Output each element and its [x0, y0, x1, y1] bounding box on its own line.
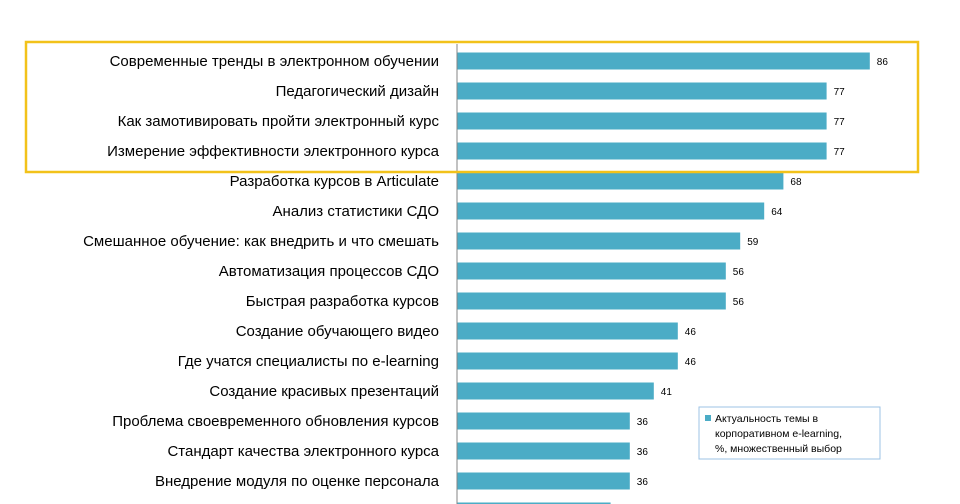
legend-label-line-2: %, множественный выбор	[715, 443, 842, 455]
value-label-6: 59	[747, 237, 759, 248]
value-label-12: 36	[637, 417, 649, 428]
category-label-4: Разработка курсов в Articulate	[230, 173, 439, 190]
value-label-8: 56	[733, 297, 745, 308]
bar-7	[457, 262, 726, 280]
category-label-11: Создание красивых презентаций	[209, 383, 439, 400]
value-label-13: 36	[637, 447, 649, 458]
value-label-9: 46	[685, 327, 697, 338]
category-label-8: Быстрая разработка курсов	[246, 293, 439, 310]
category-label-9: Создание обучающего видео	[236, 323, 439, 340]
bar-10	[457, 352, 678, 370]
category-label-1: Педагогический дизайн	[276, 83, 439, 100]
value-label-14: 36	[637, 477, 649, 488]
value-label-2: 77	[834, 117, 846, 128]
legend-box	[698, 406, 881, 460]
bar-12	[457, 412, 630, 430]
value-label-1: 77	[834, 87, 846, 98]
bar-13	[457, 442, 630, 460]
legend-marker	[705, 415, 711, 421]
category-label-2: Как замотивировать пройти электронный ку…	[118, 113, 440, 130]
bar-9	[457, 322, 678, 340]
category-label-10: Где учатся специалисты по e-learning	[178, 353, 439, 370]
value-label-7: 56	[733, 267, 745, 278]
bar-14	[457, 472, 630, 490]
bar-2	[457, 112, 827, 130]
value-label-11: 41	[661, 387, 673, 398]
value-label-4: 68	[790, 177, 802, 188]
legend-label-line-0: Актуальность темы в	[715, 413, 819, 425]
bar-1	[457, 82, 827, 100]
category-label-3: Измерение эффективности электронного кур…	[107, 143, 440, 160]
category-label-0: Современные тренды в электронном обучени…	[110, 53, 439, 70]
value-label-0: 86	[877, 57, 889, 68]
bar-3	[457, 142, 827, 160]
category-label-5: Анализ статистики СДО	[273, 203, 439, 220]
highlight-frame	[24, 40, 920, 174]
bar-4	[457, 172, 784, 190]
bar-0	[457, 52, 870, 70]
bar-6	[457, 232, 741, 250]
category-label-14: Внедрение модуля по оценке персонала	[155, 473, 440, 490]
bar-8	[457, 292, 726, 310]
value-label-5: 64	[771, 207, 783, 218]
category-label-13: Стандарт качества электронного курса	[167, 443, 439, 460]
category-label-12: Проблема своевременного обновления курсо…	[112, 413, 439, 430]
bar-5	[457, 202, 765, 220]
value-label-3: 77	[834, 147, 846, 158]
category-label-7: Автоматизация процессов СДО	[219, 263, 439, 280]
category-label-6: Смешанное обучение: как внедрить и что с…	[83, 233, 439, 250]
legend-label-line-1: корпоративном e-learning,	[715, 428, 842, 440]
bar-15	[457, 502, 611, 504]
bar-11	[457, 382, 654, 400]
value-label-10: 46	[685, 357, 697, 368]
